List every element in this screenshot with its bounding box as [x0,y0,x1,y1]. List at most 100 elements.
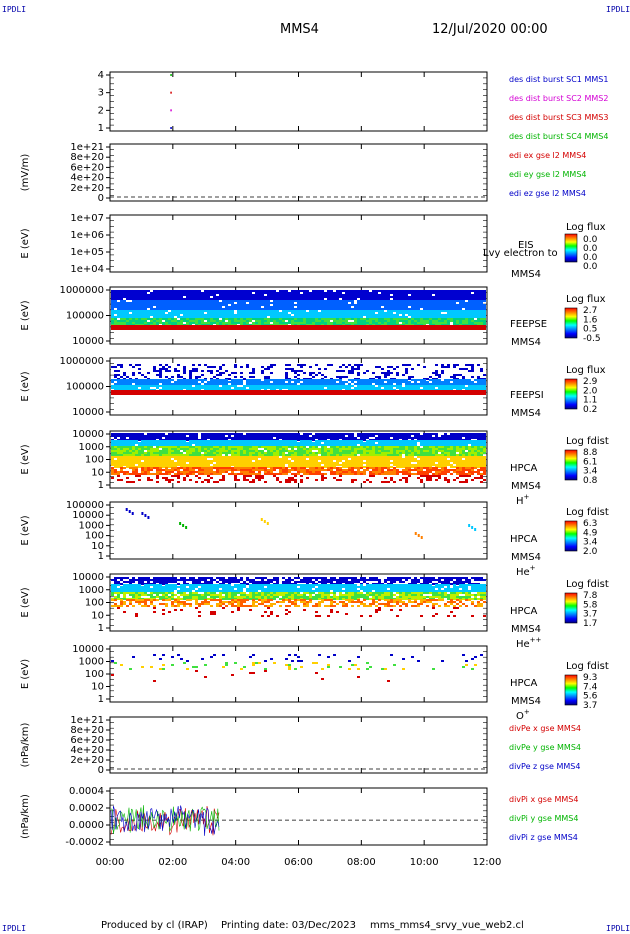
heat-cell [165,444,168,446]
heat-cell [405,322,408,324]
heat-cell [156,385,159,387]
heat-cell [126,298,129,300]
heat-cell [153,440,156,442]
heat-cell [453,364,456,366]
heat-cell [267,366,270,368]
heat-cell [351,298,354,300]
heat-cell [396,435,399,437]
heat-cell [156,306,159,308]
heat-cell [468,308,471,310]
heat-cell [420,306,423,308]
heat-cell [117,383,120,385]
heat-cell [252,376,255,378]
y-tick-label: 100 [85,455,104,466]
heat-cell [138,310,141,312]
heat-cell [399,440,402,442]
heat-cell [399,304,402,306]
heat-cell [438,381,441,383]
heat-cell [402,381,405,383]
heat-cell [414,312,417,314]
heat-cell [213,446,216,448]
heat-cell [240,450,243,452]
heat-cell [150,302,153,304]
heat-cell [348,446,351,448]
heat-cell [306,383,309,385]
heat-cell [252,435,255,437]
heat-cell [441,292,444,294]
heat-cell [342,385,345,387]
heat-cell [222,304,225,306]
heat-cell [213,310,216,312]
heat-cell [435,450,438,452]
heat-cell [462,364,465,366]
heat-cell [444,442,447,444]
heat-cell [405,310,408,312]
heat-cell [129,364,132,366]
heat-cell [384,306,387,308]
heat-cell [465,435,468,437]
heat-cell [135,306,138,308]
heat-cell [300,310,303,312]
heat-cell [153,450,156,452]
heat-cell [471,381,474,383]
heat-cell [138,320,141,322]
heat-cell [459,306,462,308]
heat-cell [351,379,354,381]
heat-cell [378,379,381,381]
y-tick-label: 8e+20 [70,152,104,163]
heat-cell [162,381,165,383]
heat-cell [369,433,372,435]
heat-cell [438,442,441,444]
heat-cell [150,448,153,450]
heat-cell [141,374,144,376]
heat-cell [333,387,336,389]
heat-cell [336,376,339,378]
heat-cell [426,318,429,320]
heat-cell [357,300,360,302]
heat-cell [477,290,480,292]
heat-cell [186,306,189,308]
heat-cell [129,298,132,300]
heat-cell [420,300,423,302]
heat-cell [240,312,243,314]
heat-cell [282,385,285,387]
colorbar-tick-label: 2.0 [583,386,598,396]
heat-cell [444,366,447,368]
heat-cell [333,318,336,320]
heat-cell [204,364,207,366]
heat-cell [387,300,390,302]
heat-cell [462,368,465,370]
heat-cell [285,304,288,306]
heat-cell [348,454,351,456]
heat-cell [483,312,486,314]
heat-cell [159,300,162,302]
heat-cell [336,385,339,387]
heat-cell [243,298,246,300]
heat-cell [192,320,195,322]
heat-cell [234,385,237,387]
heat-cell [234,316,237,318]
heat-cell [441,444,444,446]
heat-cell [405,290,408,292]
heat-cell [141,306,144,308]
heat-cell [333,292,336,294]
heat-cell [336,379,339,381]
heat-cell [249,310,252,312]
heat-cell [312,314,315,316]
heat-cell [228,300,231,302]
heat-cell [306,306,309,308]
heat-cell [279,435,282,437]
legend-des-dist-burst-sc4-mms4: des dist burst SC4 MMS4 [509,132,608,141]
heat-cell [276,374,279,376]
heat-cell [342,370,345,372]
heat-cell [267,368,270,370]
heat-cell [279,442,282,444]
heat-cell [120,448,123,450]
heat-cell [261,368,264,370]
heat-cell [291,306,294,308]
heat-cell [267,292,270,294]
heat-cell [231,385,234,387]
heat-cell [270,294,273,296]
heat-cell [414,302,417,304]
heat-cell [390,320,393,322]
